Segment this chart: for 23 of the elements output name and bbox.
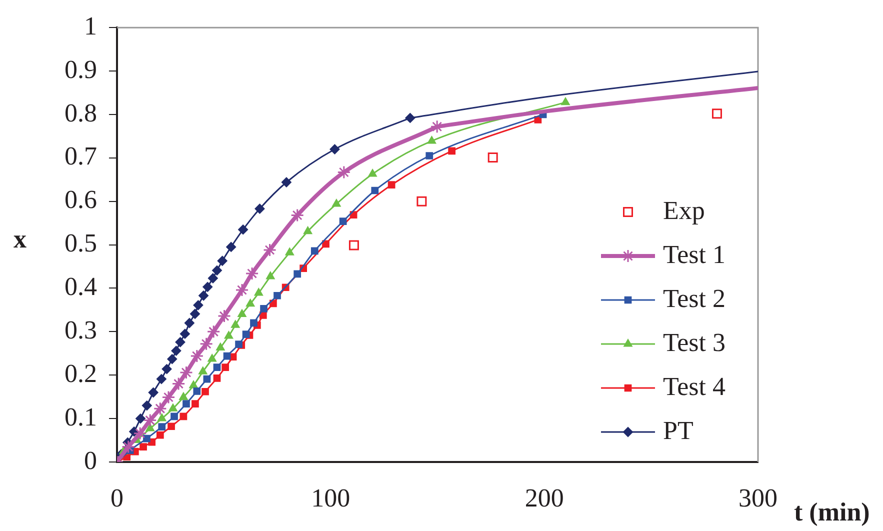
y-tick-label: 0.1 — [64, 402, 97, 432]
y-tick-label: 0.5 — [64, 228, 97, 258]
y-tick-label: 0.7 — [64, 142, 97, 171]
y-tick-label: 0.6 — [64, 185, 97, 214]
y-tick-label: 0.4 — [64, 272, 97, 302]
y-tick-label: 0.2 — [64, 358, 97, 388]
x-axis-title: t (min) — [794, 498, 870, 527]
x-tick-label: 100 — [311, 483, 350, 512]
x-tick-label: 300 — [738, 483, 778, 512]
y-tick-label: 0.9 — [64, 54, 97, 84]
y-tick-label: 0.8 — [64, 98, 97, 128]
legend-label: Test 4 — [663, 372, 726, 401]
y-tick-label: 0 — [84, 446, 97, 475]
x-tick-label: 200 — [524, 483, 564, 512]
y-tick-label: 0.3 — [64, 316, 97, 345]
legend-label: Test 3 — [663, 328, 726, 357]
legend-label: Exp — [663, 196, 705, 225]
legend-label: PT — [663, 416, 694, 445]
y-axis-title: x — [14, 224, 26, 254]
legend-label: Test 1 — [663, 240, 726, 269]
y-tick-label: 1 — [84, 11, 97, 40]
legend-label: Test 2 — [663, 284, 726, 313]
x-tick-label: 0 — [110, 483, 124, 512]
